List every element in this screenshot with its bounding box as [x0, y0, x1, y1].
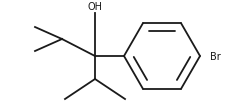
Text: OH: OH	[88, 2, 102, 12]
Text: Br: Br	[210, 52, 221, 61]
